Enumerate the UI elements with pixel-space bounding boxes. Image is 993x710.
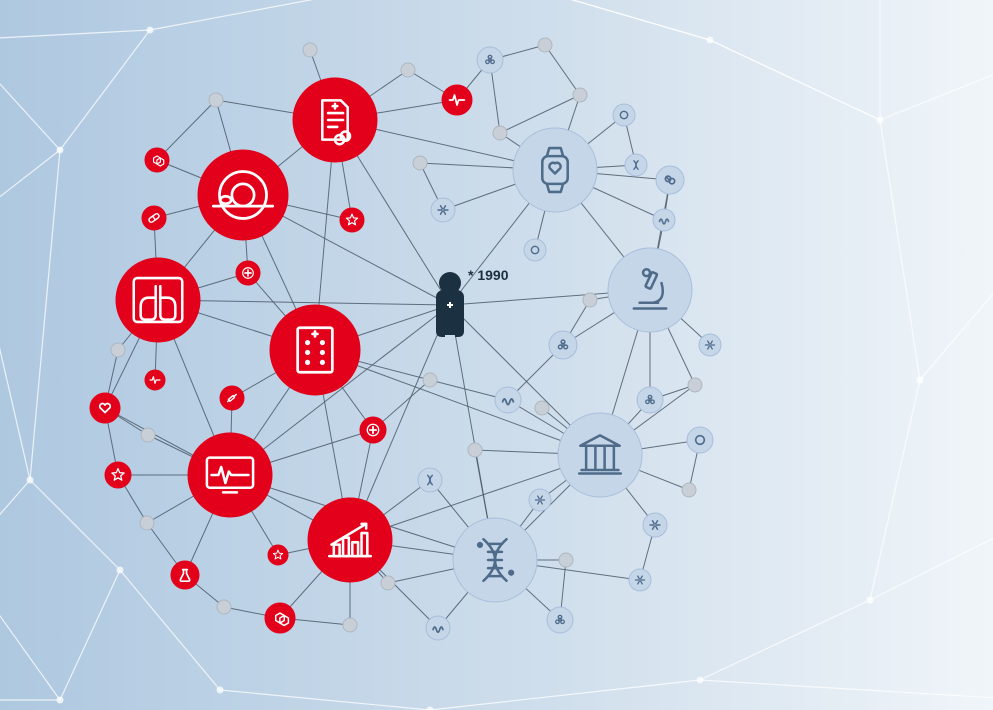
node-g2 bbox=[401, 63, 415, 77]
node-r_heart bbox=[90, 393, 120, 423]
node-r_cross2 bbox=[360, 417, 386, 443]
node-b_spark3 bbox=[643, 513, 667, 537]
node-b_mol4 bbox=[547, 607, 573, 633]
node-g1 bbox=[209, 93, 223, 107]
node-hospital bbox=[270, 305, 360, 395]
node-r_star3 bbox=[268, 545, 288, 565]
node-chart bbox=[308, 498, 392, 582]
node-g11 bbox=[535, 401, 549, 415]
node-g9 bbox=[381, 576, 395, 590]
node-g6 bbox=[140, 516, 154, 530]
center-label: * 1990 bbox=[468, 267, 508, 283]
node-r_pulse1 bbox=[442, 85, 472, 115]
node-g13 bbox=[682, 483, 696, 497]
node-b_ring2 bbox=[687, 427, 713, 453]
node-r_star1 bbox=[340, 208, 364, 232]
center-person-icon bbox=[436, 272, 464, 337]
node-b_spark4 bbox=[629, 569, 651, 591]
node-g16 bbox=[423, 373, 437, 387]
node-r_flask bbox=[171, 561, 199, 589]
node-ct bbox=[198, 150, 288, 240]
node-b_spark2 bbox=[529, 489, 551, 511]
node-g12 bbox=[559, 553, 573, 567]
node-g15 bbox=[583, 293, 597, 307]
node-monitor bbox=[188, 433, 272, 517]
node-g8 bbox=[343, 618, 357, 632]
node-r_hex1 bbox=[145, 148, 169, 172]
node-g14 bbox=[688, 378, 702, 392]
node-b_mol1 bbox=[477, 47, 503, 73]
node-g19 bbox=[303, 43, 317, 57]
node-r_star2 bbox=[105, 462, 131, 488]
node-b_wave2 bbox=[495, 387, 521, 413]
node-b_ring1 bbox=[613, 104, 635, 126]
network-nodes bbox=[0, 0, 993, 710]
node-b_dna_s2 bbox=[418, 468, 442, 492]
node-b_wave1 bbox=[653, 209, 675, 231]
node-r_cross1 bbox=[236, 261, 260, 285]
node-b_pills bbox=[656, 166, 684, 194]
node-building bbox=[558, 413, 642, 497]
node-r_syringe bbox=[220, 386, 244, 410]
node-microscope bbox=[608, 248, 692, 332]
node-b_mol3 bbox=[637, 387, 663, 413]
node-b_wave3 bbox=[426, 616, 450, 640]
node-g3 bbox=[413, 156, 427, 170]
node-dna bbox=[453, 518, 537, 602]
node-r_hex2 bbox=[265, 603, 295, 633]
node-r_pill bbox=[142, 206, 166, 230]
node-b_dna_s1 bbox=[625, 154, 647, 176]
node-lungs bbox=[116, 258, 200, 342]
node-b_mol2 bbox=[549, 331, 577, 359]
node-g10 bbox=[468, 443, 482, 457]
node-g7 bbox=[217, 600, 231, 614]
node-r_pulse2 bbox=[145, 370, 165, 390]
node-b_spark5 bbox=[699, 334, 721, 356]
node-watch bbox=[513, 128, 597, 212]
node-g18 bbox=[538, 38, 552, 52]
node-g5 bbox=[141, 428, 155, 442]
node-b_ring3 bbox=[524, 239, 546, 261]
node-doc bbox=[293, 78, 377, 162]
diagram-canvas: * 1990 bbox=[0, 0, 993, 710]
node-g17 bbox=[573, 88, 587, 102]
node-g5a bbox=[111, 343, 125, 357]
node-b_spark1 bbox=[431, 198, 455, 222]
node-g4 bbox=[493, 126, 507, 140]
